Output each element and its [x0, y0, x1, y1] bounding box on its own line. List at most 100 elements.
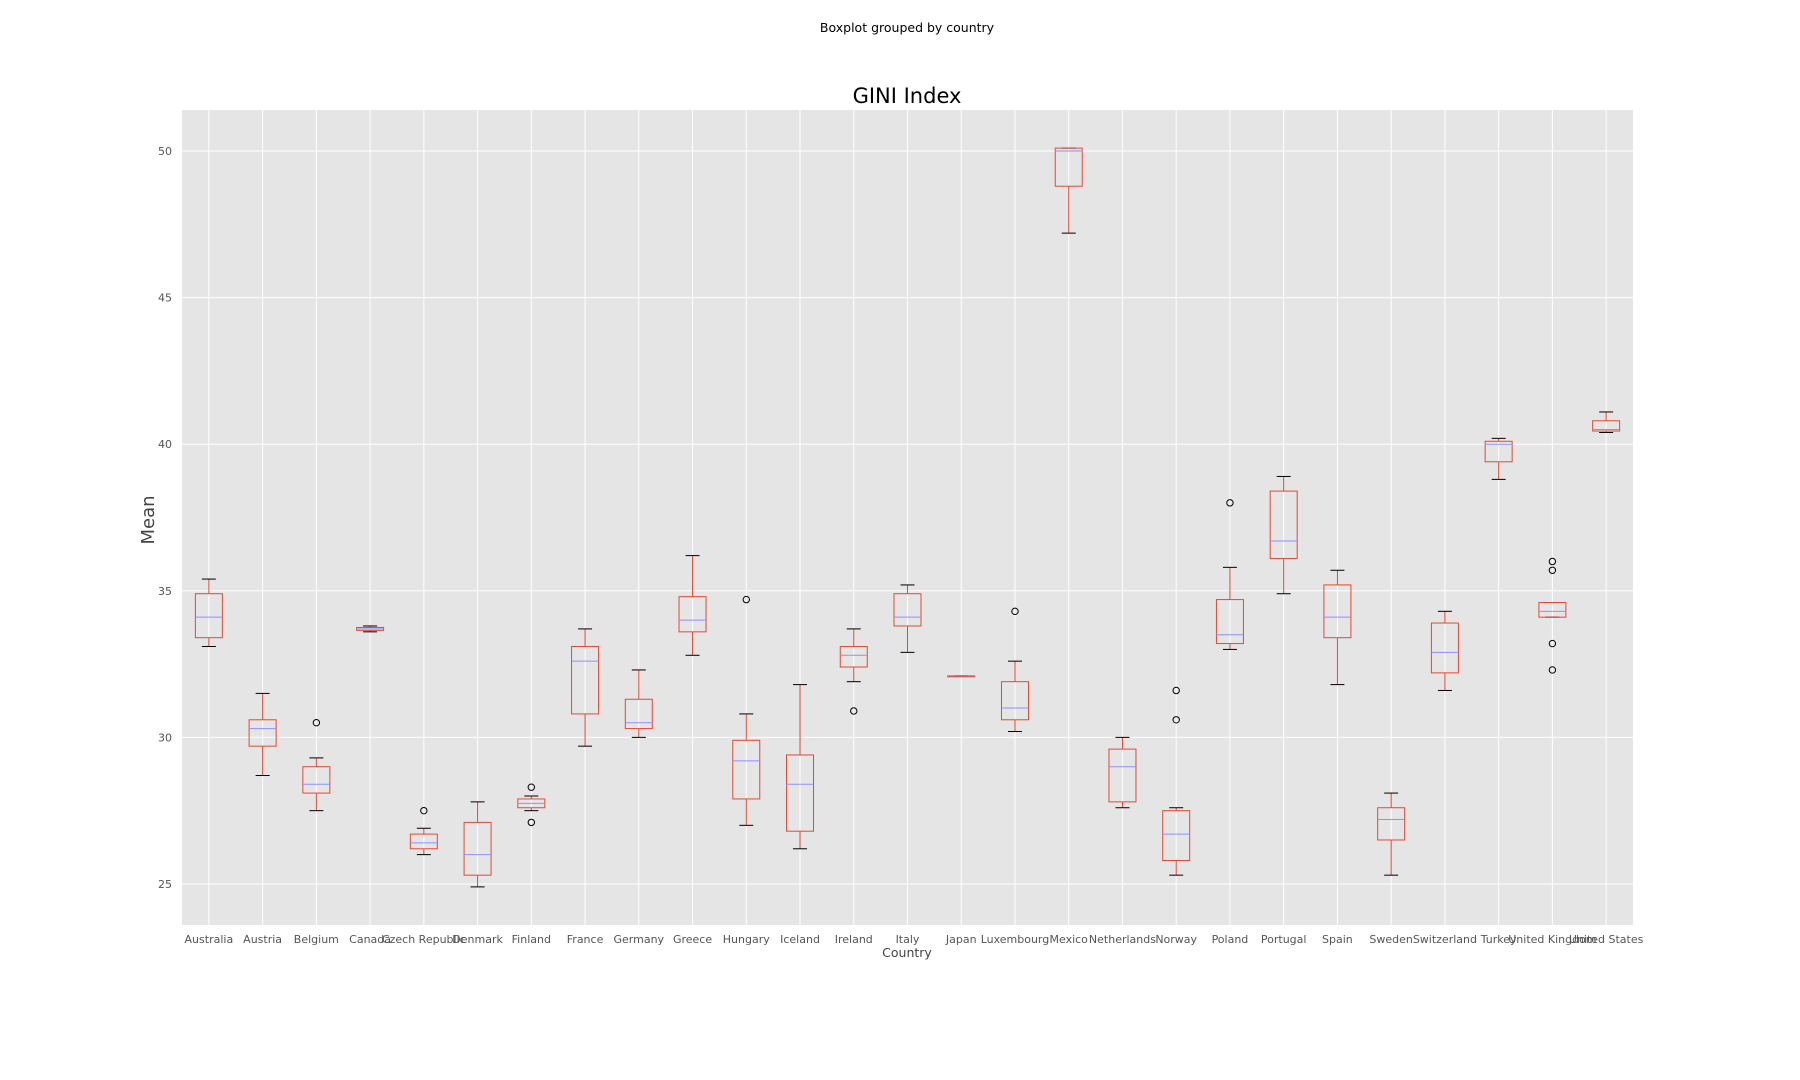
box-portugal [1269, 475, 1298, 595]
box-turkey [1484, 437, 1513, 480]
x-tick-label: Hungary [723, 933, 770, 946]
x-tick-label: Portugal [1261, 933, 1307, 946]
box-germany [624, 669, 653, 738]
box-iqr [1592, 420, 1621, 432]
box-italy [893, 584, 922, 653]
x-tick-label: Greece [673, 933, 712, 946]
box-iqr [1162, 810, 1191, 862]
x-tick-label: Austria [243, 933, 282, 946]
x-tick-label: Italy [896, 933, 920, 946]
y-tick-label: 25 [158, 878, 172, 891]
box-iqr [571, 645, 600, 715]
outlier-point [1548, 666, 1557, 674]
x-tick-label: Luxembourg [981, 933, 1050, 946]
box-sweden [1377, 792, 1406, 876]
box-iqr [624, 698, 653, 730]
box-iqr [1377, 807, 1406, 841]
box-iqr [1215, 599, 1244, 645]
box-iqr [732, 739, 761, 800]
box-iqr [1108, 748, 1137, 803]
box-united-states [1592, 411, 1621, 433]
x-tick-label: Sweden [1369, 933, 1412, 946]
y-tick-label: 40 [158, 438, 172, 451]
x-tick-label: Turkey [1480, 933, 1517, 946]
x-tick-label: Ireland [835, 933, 873, 946]
box-finland [517, 783, 546, 827]
box-hungary [732, 595, 761, 826]
box-ireland [839, 628, 868, 715]
box-netherlands [1108, 736, 1137, 809]
box-united-kingdom [1538, 557, 1567, 674]
box-japan [947, 675, 976, 678]
y-tick-label: 45 [158, 292, 172, 305]
box-canada [356, 625, 385, 633]
box-belgium [302, 719, 331, 812]
outlier-point [1226, 499, 1234, 507]
outlier-point [312, 719, 321, 727]
outlier-point [1172, 716, 1180, 724]
chart-title: GINI Index [853, 84, 962, 108]
box-iqr [1538, 602, 1567, 618]
box-iqr [678, 596, 707, 633]
box-iqr [1323, 584, 1352, 639]
box-mexico [1054, 147, 1083, 234]
outlier-point [850, 707, 858, 715]
x-tick-label: Switzerland [1413, 933, 1477, 946]
box-iqr [194, 593, 223, 639]
box-czech-republic [409, 806, 438, 856]
box-iqr [1430, 622, 1459, 674]
box-luxembourg [1000, 607, 1029, 733]
box-iqr [1484, 440, 1513, 463]
x-tick-label: Spain [1322, 933, 1353, 946]
x-tick-label: Australia [185, 933, 234, 946]
outlier-point [742, 595, 750, 604]
box-denmark [463, 801, 492, 888]
x-tick-label: Germany [614, 933, 665, 946]
outlier-point [527, 818, 536, 827]
x-tick-label: France [567, 933, 604, 946]
grid-lines [182, 110, 1633, 925]
box-iqr [1054, 147, 1083, 187]
x-tick-label: United States [1569, 933, 1644, 946]
y-tick-label: 35 [158, 585, 172, 598]
y-tick-label: 30 [158, 731, 172, 744]
box-austria [248, 692, 277, 776]
outlier-point [1011, 607, 1019, 616]
box-iqr [409, 833, 438, 850]
box-iqr [248, 719, 277, 747]
x-axis-label: Country [882, 945, 932, 960]
box-series [194, 147, 1621, 888]
box-iqr [839, 645, 868, 668]
outlier-point [1172, 686, 1180, 695]
box-australia [194, 578, 223, 647]
y-tick-label: 50 [158, 145, 172, 158]
outlier-point [1548, 566, 1557, 574]
outlier-point [420, 806, 428, 815]
box-poland [1215, 499, 1244, 650]
box-norway [1162, 686, 1191, 876]
x-tick-label: United Kingdom [1508, 933, 1596, 946]
box-iqr [463, 821, 492, 876]
x-tick-label: Poland [1212, 933, 1249, 946]
box-iqr [893, 593, 922, 627]
box-iceland [786, 684, 815, 850]
x-tick-label: Belgium [294, 933, 339, 946]
x-tick-label: Netherlands [1089, 933, 1156, 946]
box-iqr [1269, 490, 1298, 560]
outlier-point [527, 783, 536, 791]
x-tick-label: Japan [945, 933, 977, 946]
x-tick-label: Canada [349, 933, 391, 946]
box-greece [678, 555, 707, 656]
box-iqr [302, 766, 331, 794]
chart-suptitle: Boxplot grouped by country [820, 20, 995, 35]
outlier-point [1548, 557, 1557, 566]
box-spain [1323, 569, 1352, 686]
y-axis-label: Mean [138, 495, 159, 544]
y-axis-ticks: 25 30 35 40 45 50 [158, 145, 172, 891]
outlier-point [1548, 639, 1557, 648]
x-tick-label: Czech Republic [382, 933, 466, 946]
box-iqr [1000, 681, 1029, 721]
x-tick-label: Norway [1155, 933, 1197, 946]
